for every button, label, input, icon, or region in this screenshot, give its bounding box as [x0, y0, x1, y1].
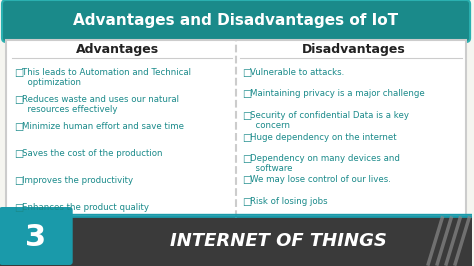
Text: Advantages: Advantages [76, 44, 159, 56]
Text: □: □ [14, 122, 23, 132]
Text: Disadvantages: Disadvantages [301, 44, 405, 56]
Text: Huge dependency on the internet: Huge dependency on the internet [250, 132, 397, 142]
Text: □: □ [242, 132, 251, 143]
Text: Vulnerable to attacks.: Vulnerable to attacks. [250, 68, 344, 77]
FancyBboxPatch shape [2, 0, 470, 42]
Text: Security of confidential Data is a key
  concern: Security of confidential Data is a key c… [250, 111, 409, 130]
Text: Improves the productivity: Improves the productivity [22, 176, 133, 185]
Text: Minimize human effort and save time: Minimize human effort and save time [22, 122, 184, 131]
Bar [0, 216, 472, 266]
Text: □: □ [242, 197, 251, 207]
Text: Saves the cost of the production: Saves the cost of the production [22, 149, 163, 158]
Text: □: □ [242, 111, 251, 121]
FancyBboxPatch shape [0, 207, 73, 265]
Text: This leads to Automation and Technical
  optimization: This leads to Automation and Technical o… [22, 68, 191, 88]
Text: □: □ [14, 95, 23, 105]
Text: □: □ [242, 68, 251, 78]
Text: Reduces waste and uses our natural
  resources effectively: Reduces waste and uses our natural resou… [22, 95, 179, 114]
Text: Enhances the product quality: Enhances the product quality [22, 203, 149, 212]
Text: Maintaining privacy is a major challenge: Maintaining privacy is a major challenge [250, 89, 425, 98]
Text: □: □ [14, 203, 23, 213]
Bar [6, 40, 466, 218]
Text: We may lose control of our lives.: We may lose control of our lives. [250, 176, 391, 185]
Text: □: □ [14, 176, 23, 186]
Text: □: □ [242, 89, 251, 99]
Text: □: □ [242, 154, 251, 164]
Text: 3: 3 [25, 223, 46, 252]
Text: Dependency on many devices and
  software: Dependency on many devices and software [250, 154, 400, 173]
Text: □: □ [14, 149, 23, 159]
Text: INTERNET OF THINGS: INTERNET OF THINGS [171, 232, 387, 250]
Text: □: □ [242, 176, 251, 185]
Text: Advantages and Disadvantages of IoT: Advantages and Disadvantages of IoT [73, 14, 399, 28]
Text: Risk of losing jobs: Risk of losing jobs [250, 197, 328, 206]
Text: □: □ [14, 68, 23, 78]
